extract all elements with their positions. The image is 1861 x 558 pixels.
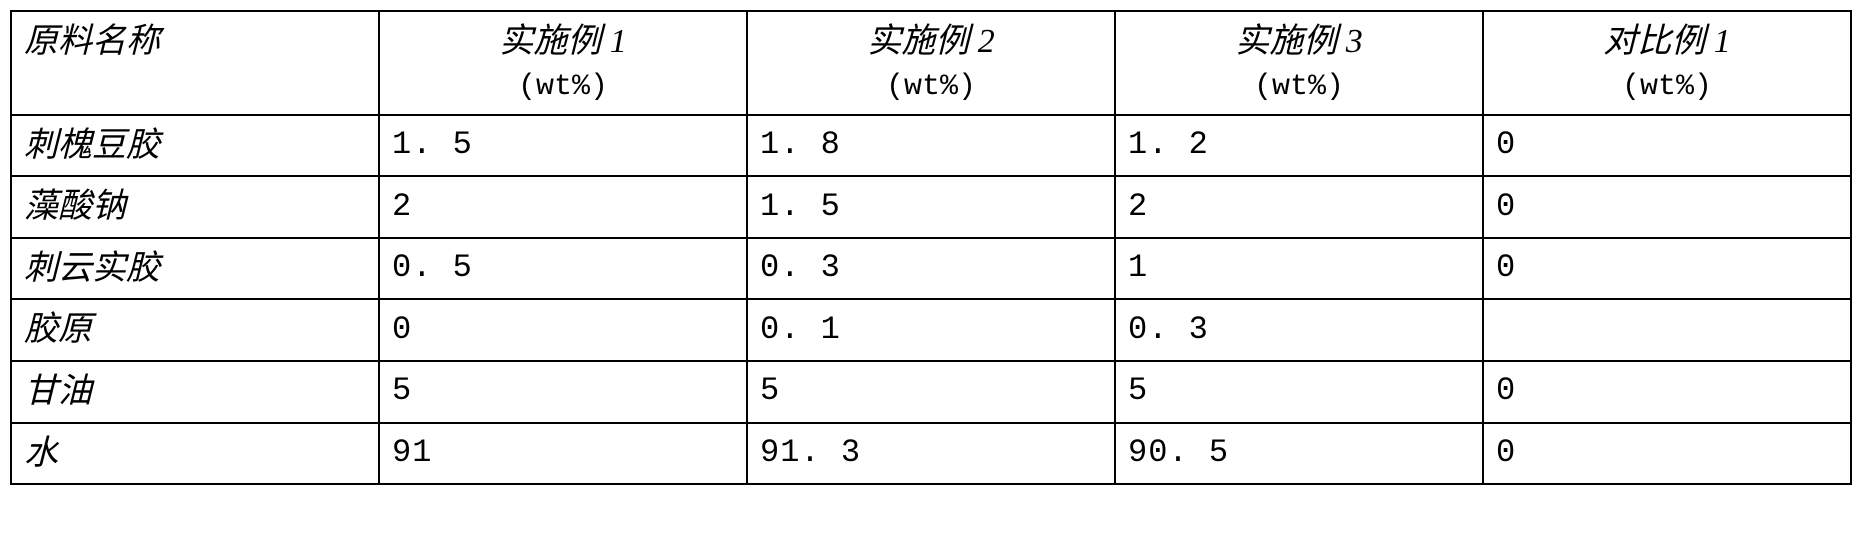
header-label: 原料名称 bbox=[24, 23, 160, 60]
cell-value: 0 bbox=[1483, 361, 1851, 423]
cell-value: 5 bbox=[747, 361, 1115, 423]
cell-value: 1. 5 bbox=[747, 176, 1115, 238]
cell-value: 1. 5 bbox=[379, 115, 747, 177]
header-label: 实施例 2 bbox=[867, 23, 995, 60]
table-row: 刺槐豆胶 1. 5 1. 8 1. 2 0 bbox=[11, 115, 1851, 177]
cell-value: 0. 1 bbox=[747, 299, 1115, 361]
header-label: 实施例 3 bbox=[1235, 23, 1363, 60]
cell-value: 5 bbox=[379, 361, 747, 423]
cell-value: 0. 3 bbox=[747, 238, 1115, 300]
header-unit: (wt%) bbox=[760, 66, 1102, 108]
cell-value: 0 bbox=[379, 299, 747, 361]
cell-value: 0. 3 bbox=[1115, 299, 1483, 361]
cell-value bbox=[1483, 299, 1851, 361]
table-row: 胶原 0 0. 1 0. 3 bbox=[11, 299, 1851, 361]
composition-table: 原料名称 实施例 1 (wt%) 实施例 2 (wt%) 实施例 3 (wt%)… bbox=[10, 10, 1852, 485]
header-comparison-1: 对比例 1 (wt%) bbox=[1483, 11, 1851, 115]
cell-value: 0 bbox=[1483, 176, 1851, 238]
cell-value: 1. 2 bbox=[1115, 115, 1483, 177]
cell-value: 91 bbox=[379, 423, 747, 485]
cell-value: 1 bbox=[1115, 238, 1483, 300]
row-label: 水 bbox=[11, 423, 379, 485]
row-label: 胶原 bbox=[11, 299, 379, 361]
header-label: 对比例 1 bbox=[1603, 23, 1731, 60]
cell-value: 0 bbox=[1483, 115, 1851, 177]
cell-value: 5 bbox=[1115, 361, 1483, 423]
row-label: 甘油 bbox=[11, 361, 379, 423]
table-header-row: 原料名称 实施例 1 (wt%) 实施例 2 (wt%) 实施例 3 (wt%)… bbox=[11, 11, 1851, 115]
header-unit: (wt%) bbox=[392, 66, 734, 108]
cell-value: 1. 8 bbox=[747, 115, 1115, 177]
header-example-3: 实施例 3 (wt%) bbox=[1115, 11, 1483, 115]
cell-value: 91. 3 bbox=[747, 423, 1115, 485]
header-material-name: 原料名称 bbox=[11, 11, 379, 115]
header-unit: (wt%) bbox=[1496, 66, 1838, 108]
table-body: 刺槐豆胶 1. 5 1. 8 1. 2 0 藻酸钠 2 1. 5 2 0 刺云实… bbox=[11, 115, 1851, 485]
cell-value: 90. 5 bbox=[1115, 423, 1483, 485]
cell-value: 2 bbox=[379, 176, 747, 238]
header-label: 实施例 1 bbox=[499, 23, 627, 60]
row-label: 刺云实胶 bbox=[11, 238, 379, 300]
row-label: 刺槐豆胶 bbox=[11, 115, 379, 177]
header-example-1: 实施例 1 (wt%) bbox=[379, 11, 747, 115]
cell-value: 0. 5 bbox=[379, 238, 747, 300]
cell-value: 0 bbox=[1483, 423, 1851, 485]
row-label: 藻酸钠 bbox=[11, 176, 379, 238]
table-row: 甘油 5 5 5 0 bbox=[11, 361, 1851, 423]
table-row: 藻酸钠 2 1. 5 2 0 bbox=[11, 176, 1851, 238]
table-row: 刺云实胶 0. 5 0. 3 1 0 bbox=[11, 238, 1851, 300]
table-row: 水 91 91. 3 90. 5 0 bbox=[11, 423, 1851, 485]
header-example-2: 实施例 2 (wt%) bbox=[747, 11, 1115, 115]
cell-value: 2 bbox=[1115, 176, 1483, 238]
cell-value: 0 bbox=[1483, 238, 1851, 300]
header-unit: (wt%) bbox=[1128, 66, 1470, 108]
